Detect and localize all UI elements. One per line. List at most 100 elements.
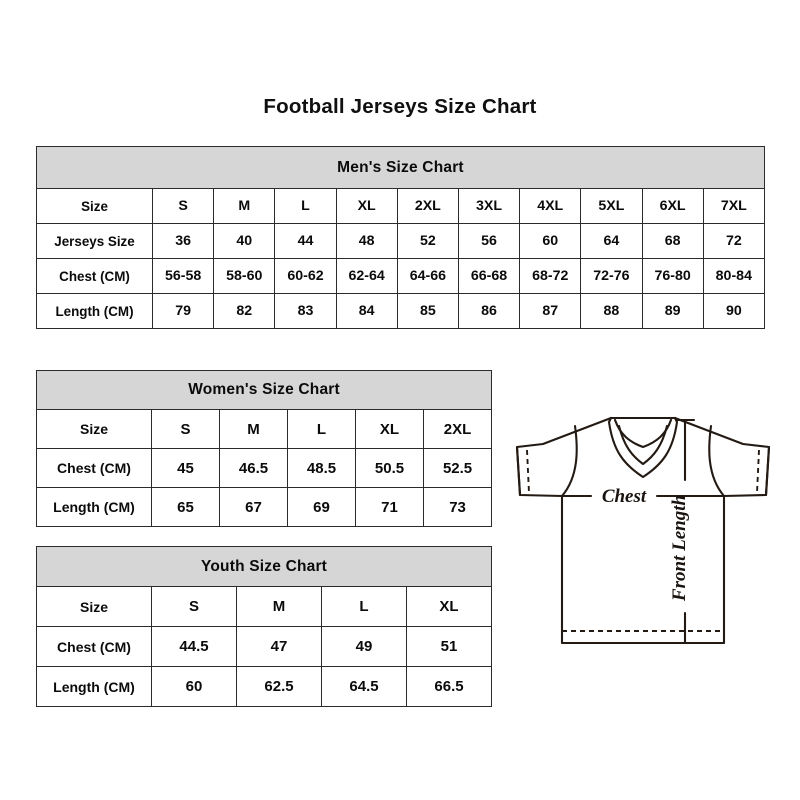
cell: 66.5 (405, 666, 493, 707)
page-title: Football Jerseys Size Chart (263, 95, 537, 118)
cell: 69 (287, 487, 356, 527)
mens-chart-caption: Men's Size Chart (36, 146, 765, 189)
cell: 64.5 (321, 666, 407, 707)
cell: 79 (151, 293, 215, 329)
womens-chart-caption: Women's Size Chart (35, 370, 493, 410)
cell: 89 (641, 293, 704, 329)
youth-caption-row: Youth Size Chart (35, 546, 493, 587)
cell: 76-80 (641, 258, 704, 294)
table-row: Length (CM) 60 62.5 64.5 66.5 (36, 666, 493, 707)
cell: 46.5 (219, 448, 288, 488)
cell: 49 (321, 626, 407, 667)
mens-size-5xl: 5XL (580, 188, 643, 224)
mens-row-label-jerseys-size: Jerseys Size (36, 223, 153, 259)
cell: 50.5 (355, 448, 424, 488)
cell: 40 (213, 223, 276, 259)
cell: 60 (519, 223, 582, 259)
cell: 72 (702, 223, 765, 259)
womens-size-2xl: 2XL (422, 409, 493, 449)
youth-row-label-chest: Chest (CM) (36, 626, 152, 667)
mens-size-7xl: 7XL (702, 188, 765, 224)
womens-size-s: S (151, 409, 220, 449)
cell: 87 (519, 293, 582, 329)
womens-header-size-label: Size (36, 409, 152, 449)
womens-size-m: M (219, 409, 288, 449)
cell: 58-60 (213, 258, 276, 294)
cell: 51 (405, 626, 493, 667)
mens-size-6xl: 6XL (641, 188, 704, 224)
jersey-outline (515, 416, 771, 645)
cell: 36 (151, 223, 215, 259)
right-cuff-dashed-line (756, 449, 760, 494)
cell: 60-62 (274, 258, 337, 294)
youth-size-xl: XL (405, 586, 493, 627)
cell: 80-84 (702, 258, 765, 294)
cell: 62-64 (335, 258, 398, 294)
cell: 52 (396, 223, 459, 259)
youth-size-m: M (236, 586, 322, 627)
mens-size-3xl: 3XL (457, 188, 521, 224)
cell: 48 (335, 223, 398, 259)
cell: 71 (355, 487, 424, 527)
front-length-label: Front Length (669, 495, 690, 602)
cell: 47 (236, 626, 322, 667)
cell: 83 (274, 293, 337, 329)
womens-size-xl: XL (355, 409, 424, 449)
cell: 72-76 (580, 258, 643, 294)
cell: 62.5 (236, 666, 322, 707)
jersey-dashed-details (526, 449, 760, 632)
mens-size-4xl: 4XL (519, 188, 582, 224)
womens-size-chart-table: Women's Size Chart Size S M L XL 2XL Che… (35, 370, 493, 527)
cell: 85 (396, 293, 459, 329)
mens-size-chart-table: Men's Size Chart Size S M L XL 2XL 3XL 4… (36, 146, 765, 329)
youth-size-chart-table: Youth Size Chart Size S M L XL Chest (CM… (35, 546, 493, 707)
mens-size-xl: XL (335, 188, 398, 224)
mens-size-2xl: 2XL (396, 188, 459, 224)
table-row: Length (CM) 79 82 83 84 85 86 87 88 89 9… (36, 293, 765, 329)
cell: 64 (580, 223, 643, 259)
cell: 45 (151, 448, 220, 488)
table-row: Length (CM) 65 67 69 71 73 (36, 487, 493, 527)
cell: 82 (213, 293, 276, 329)
front-length-measure-line (674, 418, 696, 645)
cell: 56-58 (151, 258, 215, 294)
left-cuff-dashed-line (526, 449, 530, 494)
mens-size-s: S (151, 188, 215, 224)
cell: 44.5 (151, 626, 237, 667)
youth-size-s: S (151, 586, 237, 627)
cell: 48.5 (287, 448, 356, 488)
cell: 56 (457, 223, 521, 259)
mens-size-m: M (213, 188, 276, 224)
youth-header-size-label: Size (36, 586, 152, 627)
youth-header-row: Size S M L XL (36, 586, 493, 627)
mens-caption-row: Men's Size Chart (36, 146, 765, 189)
table-row: Chest (CM) 45 46.5 48.5 50.5 52.5 (36, 448, 493, 488)
cell: 64-66 (396, 258, 459, 294)
mens-row-label-chest: Chest (CM) (36, 258, 153, 294)
cell: 88 (580, 293, 643, 329)
cell: 86 (457, 293, 521, 329)
youth-row-label-length: Length (CM) (36, 666, 152, 707)
chest-label: Chest (602, 486, 647, 507)
womens-header-row: Size S M L XL 2XL (36, 409, 493, 449)
youth-chart-caption: Youth Size Chart (35, 546, 493, 587)
table-row: Chest (CM) 44.5 47 49 51 (36, 626, 493, 667)
womens-row-label-chest: Chest (CM) (36, 448, 152, 488)
mens-row-label-length: Length (CM) (36, 293, 153, 329)
cell: 44 (274, 223, 337, 259)
mens-header-size-label: Size (36, 188, 153, 224)
cell: 52.5 (422, 448, 493, 488)
cell: 73 (422, 487, 493, 527)
cell: 68 (641, 223, 704, 259)
cell: 68-72 (519, 258, 582, 294)
cell: 67 (219, 487, 288, 527)
mens-size-l: L (274, 188, 337, 224)
cell: 84 (335, 293, 398, 329)
cell: 60 (151, 666, 237, 707)
mens-header-row: Size S M L XL 2XL 3XL 4XL 5XL 6XL 7XL (36, 188, 765, 224)
womens-size-l: L (287, 409, 356, 449)
womens-caption-row: Women's Size Chart (35, 370, 493, 410)
youth-size-l: L (321, 586, 407, 627)
table-row: Chest (CM) 56-58 58-60 60-62 62-64 64-66… (36, 258, 765, 294)
cell: 65 (151, 487, 220, 527)
